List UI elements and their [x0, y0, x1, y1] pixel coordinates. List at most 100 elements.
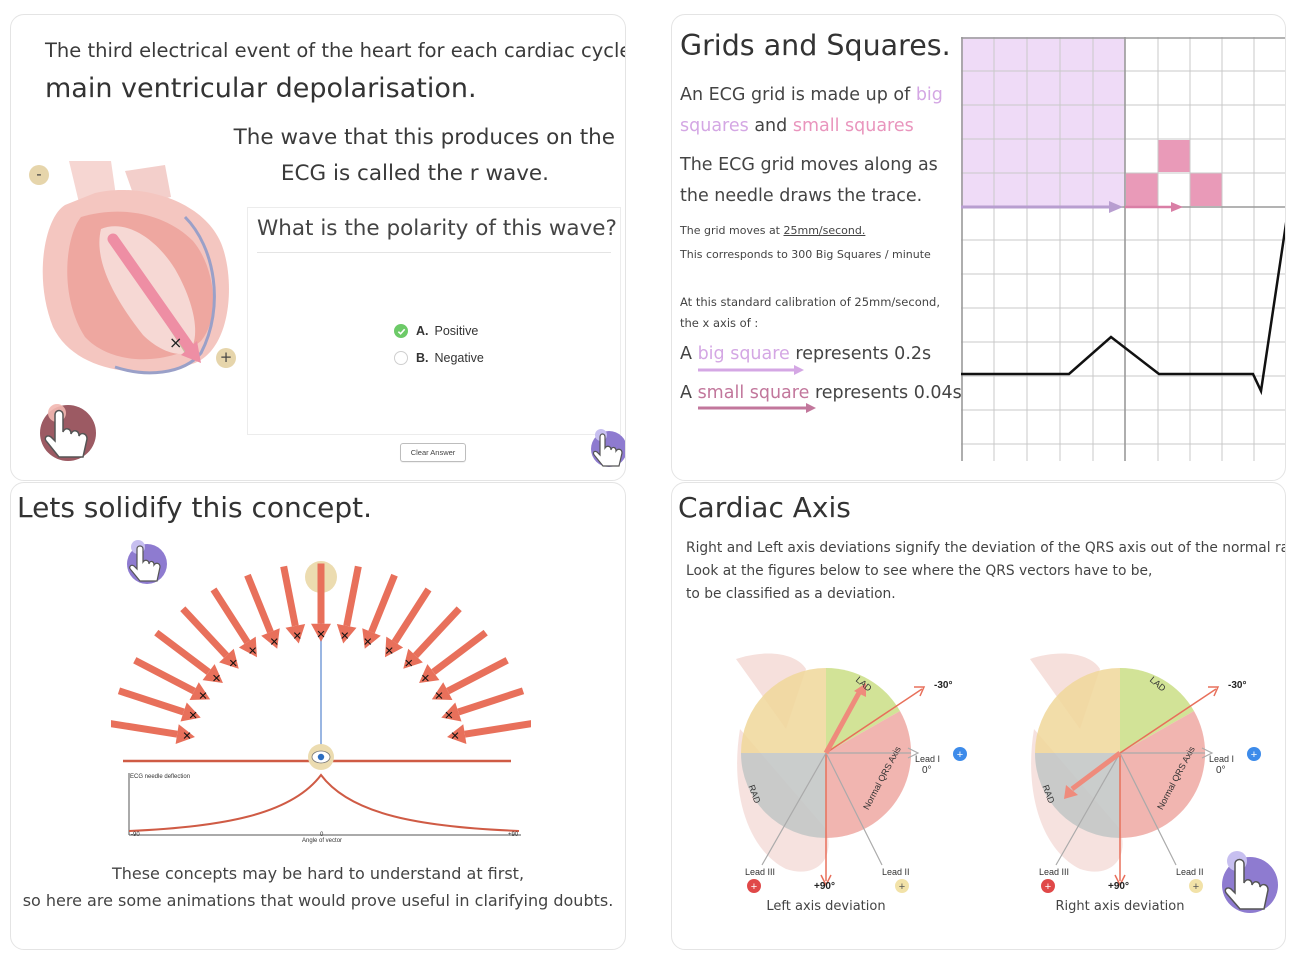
clear-answer-button[interactable]: Clear Answer	[400, 443, 466, 462]
vector-arrow: ×	[280, 565, 306, 645]
grid-moves-line1: The ECG grid moves along as	[680, 155, 938, 175]
tap-hand-icon[interactable]	[589, 427, 626, 471]
big-square-arrow	[698, 365, 804, 375]
lead1-label: Lead I	[915, 754, 941, 764]
grid-intro-line2: squares and small squares	[680, 116, 914, 136]
vector-cross: ×	[248, 643, 257, 660]
vector-arrow: ×	[133, 657, 211, 705]
calibration-line2: the x axis of :	[680, 316, 759, 330]
zero-label: 0°	[1216, 765, 1226, 776]
vector-cross: ×	[270, 633, 279, 650]
lead3-label: Lead III	[745, 867, 776, 877]
vector-cross: ×	[363, 633, 372, 650]
panel-grids: Grids and Squares. An ECG grid is made u…	[671, 14, 1286, 481]
big-square-line: A big square represents 0.2s	[680, 344, 931, 364]
vector-cross: ×	[212, 670, 221, 687]
vector-cross: ×	[451, 728, 460, 745]
option-positive[interactable]: A. Positive	[394, 324, 478, 338]
axis-min-label: -90	[131, 832, 140, 838]
axis-desc-line2: Look at the figures below to see where t…	[686, 563, 1153, 579]
speed-value: 25mm/second.	[783, 224, 866, 237]
vector-arrow: ×	[447, 720, 531, 745]
svg-text:+: +	[1193, 881, 1199, 893]
axis-desc-line3: to be classified as a deviation.	[686, 586, 896, 602]
panel-r-wave: The third electrical event of the heart …	[10, 14, 626, 481]
quiz-box: What is the polarity of this wave? A. Po…	[247, 207, 621, 435]
zero-label: 0°	[922, 765, 932, 776]
vector-cross: ×	[421, 670, 430, 687]
calibration-line1: At this standard calibration of 25mm/sec…	[680, 295, 940, 309]
needle-cross: ×	[169, 333, 183, 352]
svg-text:+: +	[1251, 749, 1257, 761]
big-square-value: represents 0.2s	[795, 344, 932, 364]
minus30-label: -30°	[934, 680, 953, 691]
axis-deviation-diagrams: + + + + + +	[736, 653, 1261, 893]
radio-icon	[394, 351, 408, 365]
small-a: A	[680, 383, 692, 403]
caption-line1: These concepts may be hard to understand…	[111, 864, 525, 883]
solidify-title: Lets solidify this concept.	[17, 491, 373, 524]
big-a: A	[680, 344, 692, 364]
vector-cross: ×	[229, 655, 238, 672]
right-deviation-caption: Right axis deviation	[1055, 899, 1185, 914]
small-square-arrow	[698, 403, 816, 413]
small-square-value: represents 0.04s	[814, 383, 962, 403]
vector-arrow: ×	[403, 606, 462, 672]
tap-hand-icon[interactable]	[39, 401, 99, 467]
negative-electrode: -	[29, 165, 49, 185]
vector-arrows: ××××××× × × × ×××××××	[111, 563, 531, 745]
vector-arrow: ×	[117, 687, 201, 724]
axis-title: Angle of vector	[302, 838, 343, 844]
quiz-divider	[257, 252, 611, 253]
option-label: Negative	[434, 351, 484, 365]
option-negative[interactable]: B. Negative	[394, 351, 484, 365]
speed-line: The grid moves at 25mm/second.	[680, 224, 865, 237]
svg-text:+: +	[1045, 881, 1051, 893]
vector-cross: ×	[189, 707, 198, 724]
vector-arrow: ×	[244, 573, 280, 650]
vector-arrow: ×	[180, 606, 239, 672]
ecg-grid-diagram	[961, 37, 1285, 461]
vector-cross: ×	[445, 707, 454, 724]
caption-line2: so here are some animations that would p…	[22, 891, 614, 910]
axis-desc-line1: Right and Left axis deviations signify t…	[686, 540, 1286, 556]
right-axis-deviation-diagram: + + +	[1030, 653, 1261, 893]
vector-arrow: ×	[385, 587, 432, 660]
vector-cross: ×	[293, 628, 302, 645]
vector-arrow: ×	[111, 720, 195, 745]
vector-arrow: ×	[431, 657, 509, 705]
minus30-label: -30°	[1228, 680, 1247, 691]
lead3-label: Lead III	[1039, 867, 1070, 877]
plot-y-label: ECG needle deflection	[130, 774, 191, 780]
plus90-label: +90°	[1108, 881, 1129, 892]
vector-arrow: ×	[441, 687, 525, 724]
vector-cross: ×	[340, 628, 349, 645]
grid-moves-line2: the needle draws the trace.	[680, 186, 923, 206]
vector-arrow: ×	[154, 629, 223, 687]
vector-arrow: ×	[311, 563, 331, 643]
quiz-question: What is the polarity of this wave?	[257, 216, 617, 241]
option-letter: A.	[416, 324, 429, 338]
left-deviation-caption: Left axis deviation	[766, 899, 886, 914]
vector-arrow: ×	[362, 573, 398, 650]
plus90-label: +90°	[814, 881, 835, 892]
lead1-label: Lead I	[1209, 754, 1235, 764]
small-square-term: small square	[697, 383, 810, 403]
vector-cross: ×	[199, 688, 208, 705]
big-square-term: big square	[697, 344, 790, 364]
wave-text-line1: The wave that this produces on the	[233, 125, 615, 150]
grid-intro-line1: An ECG grid is made up of big	[680, 85, 943, 105]
small-squares-word: small squares	[792, 116, 914, 136]
vector-arrows-diagram: - ×××××××××××××××××	[111, 561, 531, 770]
wave-text-line2: ECG is called the r wave.	[280, 161, 549, 186]
grids-title: Grids and Squares.	[680, 29, 951, 62]
squares-word: squares	[680, 116, 749, 136]
vector-cross: ×	[183, 728, 192, 745]
speed-text: The grid moves at	[680, 224, 780, 237]
option-label: Positive	[434, 324, 479, 338]
panel-cardiac-axis: Cardiac Axis Right and Left axis deviati…	[671, 482, 1286, 950]
vector-cross: ×	[385, 643, 394, 660]
tap-hand-icon[interactable]	[1218, 849, 1280, 915]
needle-deflection-plot	[128, 773, 521, 836]
tap-hand-icon[interactable]	[125, 538, 169, 586]
